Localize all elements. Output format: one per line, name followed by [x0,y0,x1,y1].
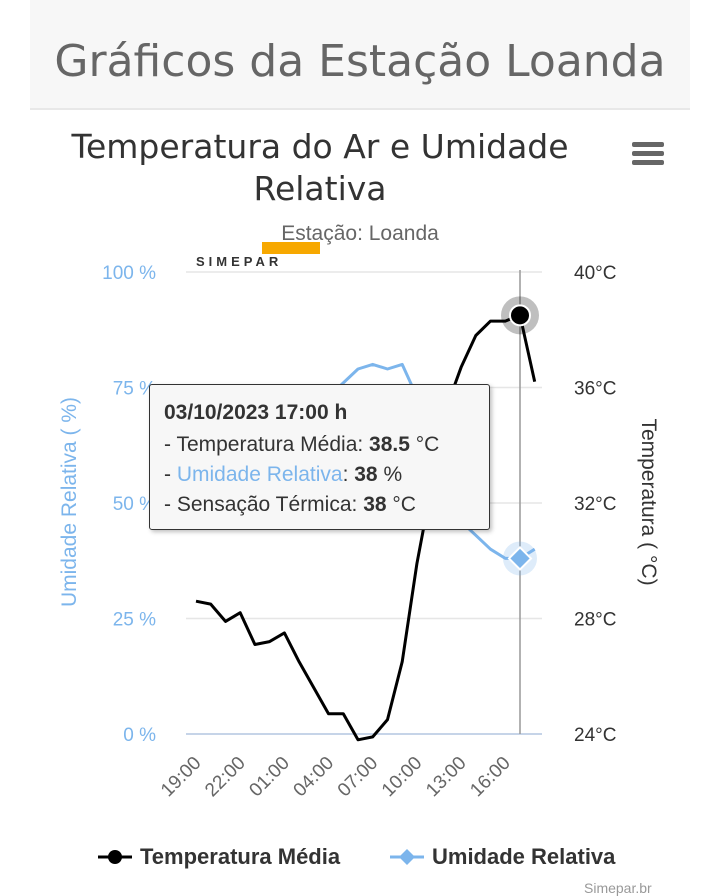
legend-label-temperature: Temperatura Média [140,844,341,869]
x-tick-label: 04:00 [290,753,338,801]
x-tick-label: 13:00 [422,753,470,801]
chart-credits: Simepar.br [584,880,652,896]
left-tick-label: 100 % [102,263,156,284]
humidity-point [357,368,360,371]
right-tick-label: 36°C [574,379,616,400]
temperature-point [298,660,301,663]
right-tick-label: 40°C [574,263,616,284]
logo-text: SIMEPAR [196,254,282,269]
legend-circle-icon [98,850,132,864]
simepar-logo: SIMEPAR [196,242,322,269]
temperature-point [239,611,242,614]
temperature-point [195,600,198,603]
humidity-point [474,534,477,537]
temperature-point [209,603,212,606]
x-tick-label: 22:00 [201,753,249,801]
left-tick-label: 25 % [113,610,156,631]
legend-diamond-icon [390,849,424,865]
temperature-point [283,631,286,634]
legend-item-temperature[interactable]: Temperatura Média [98,844,340,870]
left-tick-label: 0 % [123,725,156,746]
left-tick-label: 75 % [113,379,156,400]
temperature-point [312,686,315,689]
left-tick-label: 50 % [113,494,156,515]
temperature-point [460,366,463,369]
temperature-point [327,712,330,715]
legend-label-humidity: Umidade Relativa [432,844,616,869]
x-tick-label: 19:00 [157,753,205,801]
tooltip-humidity: - Umidade Relativa: 38 % [164,463,403,486]
right-axis-ticks: 24°C 28°C 32°C 36°C 40°C [574,263,616,746]
tooltip: 03/10/2023 17:00 h - Temperatura Média: … [149,384,490,530]
series-group [194,296,539,742]
x-tick-label: 07:00 [334,753,382,801]
humidity-highlight-point [507,546,533,571]
tooltip-feels-like: - Sensação Térmica: 38 °C [164,493,416,516]
right-axis-title: Temperatura ( °C) [637,418,660,585]
tooltip-header: 03/10/2023 17:00 h [164,401,348,424]
temperature-point [253,643,256,646]
temperature-point [533,380,536,383]
chart-subtitle: Estação: Loanda [281,222,439,245]
temperature-point [415,562,418,565]
humidity-point [489,548,492,551]
chart-container: Temperatura do Ar e Umidade Relativa Est… [0,110,720,891]
temperature-point [401,660,404,663]
temperature-point [489,320,492,323]
humidity-point [386,368,389,371]
x-tick-label: 16:00 [466,753,514,801]
page-title: Gráficos da Estação Loanda [54,36,666,87]
x-tick-label: 10:00 [378,753,426,801]
right-tick-label: 32°C [574,494,616,515]
temperature-point [268,640,271,643]
legend-item-humidity[interactable]: Umidade Relativa [390,844,615,870]
temperature-point [474,334,477,337]
tooltip-temperature: - Temperatura Média: 38.5 °C [164,433,440,456]
temperature-point [224,620,227,623]
left-axis-ticks: 0 % 25 % 50 % 75 % 100 % [102,263,156,746]
chart-title: Temperatura do Ar e Umidade Relativa [71,127,569,208]
humidity-point [371,363,374,366]
right-tick-label: 24°C [574,725,616,746]
temperature-point [371,735,374,738]
temperature-highlight-point [509,304,531,327]
x-tick-label: 01:00 [245,753,293,801]
left-axis-title: Umidade Relativa ( %) [58,397,81,607]
page-header: Gráficos da Estação Loanda [30,0,690,110]
temperature-point [386,718,389,721]
temperature-point [342,712,345,715]
temperature-series-line [195,313,537,742]
humidity-point [401,363,404,366]
temperature-point [357,738,360,741]
chart-menu-icon[interactable] [628,138,668,170]
right-tick-label: 28°C [574,610,616,631]
